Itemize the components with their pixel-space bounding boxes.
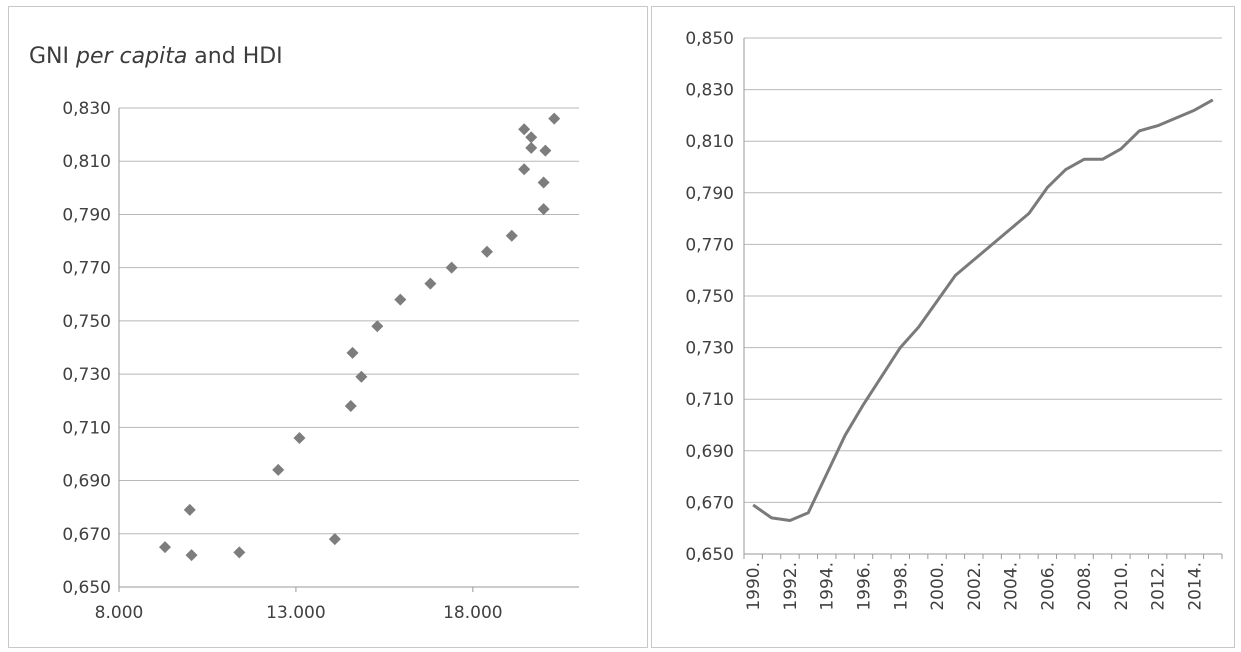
y-tick-label: 0,750: [62, 312, 111, 332]
scatter-chart: GNI per capita and HDI 0,650 0,670 0,690 0,…: [29, 44, 579, 623]
y-tick-label: 0,730: [685, 339, 734, 359]
y-tick-label: 0,670: [685, 493, 734, 513]
scatter-chart-panel: GNI per capita and HDI 0,650 0,670 0,690 0,…: [8, 6, 648, 648]
data-point: [394, 293, 407, 306]
y-tick-label: 0,830: [62, 99, 111, 119]
data-point: [537, 176, 550, 189]
data-point: [355, 370, 368, 383]
y-tick-label: 0,650: [685, 545, 734, 565]
chart-title-italic-part: per capita: [75, 44, 187, 69]
x-tick-label: 2010.: [1112, 562, 1132, 611]
y-tick-label: 0,810: [685, 132, 734, 152]
data-point: [548, 112, 561, 125]
data-point: [328, 533, 341, 546]
line-chart-panel: 0,650 0,670 0,690 0,710 0,730 0,750 0,770 0,790…: [651, 6, 1235, 648]
data-point: [518, 123, 531, 136]
x-tick-label: 1994.: [818, 562, 838, 611]
x-tick-label: 2004.: [1002, 562, 1022, 611]
x-tick-label: 8.000: [95, 603, 144, 623]
x-tick-label: 2000.: [928, 562, 948, 611]
x-tick-label: 13.000: [266, 603, 325, 623]
y-tick-label: 0,790: [62, 205, 111, 225]
y-tick-label: 0,710: [62, 418, 111, 438]
y-tick-label: 0,650: [62, 578, 111, 598]
y-tick-label: 0,830: [685, 81, 734, 101]
y-tick-label: 0,730: [62, 365, 111, 385]
data-point: [159, 541, 171, 554]
data-point: [183, 503, 196, 516]
data-point: [525, 131, 538, 144]
y-tick-label: 0,850: [685, 29, 734, 49]
chart-title-part: GNI: [29, 44, 76, 69]
data-point: [424, 277, 437, 290]
y-tick-label: 0,710: [685, 390, 734, 410]
data-point: [233, 546, 246, 559]
data-point: [344, 400, 357, 413]
data-point: [185, 549, 198, 562]
x-tick-label: 1992.: [781, 562, 801, 611]
chart-title-part: and HDI: [187, 44, 282, 69]
chart-title: GNI per capita and HDI: [29, 44, 283, 69]
y-tick-label: 0,810: [62, 152, 111, 172]
x-tick-label: 2006.: [1038, 562, 1058, 611]
y-tick-label: 0,690: [62, 472, 111, 492]
x-tick-label: 1998.: [891, 562, 911, 611]
data-point: [371, 320, 384, 333]
x-tick-label: 18.000: [443, 603, 502, 623]
x-tick-label: 2008.: [1075, 562, 1095, 611]
data-point: [293, 431, 306, 444]
x-tick-label: 2014.: [1185, 562, 1205, 611]
data-point: [518, 163, 531, 176]
y-tick-label: 0,770: [685, 235, 734, 255]
x-tick-label: 1996.: [855, 562, 875, 611]
data-point: [445, 261, 458, 274]
y-tick-label: 0,790: [685, 184, 734, 204]
data-point: [505, 229, 518, 242]
data-point: [537, 203, 550, 216]
x-tick-label: 2002.: [965, 562, 985, 611]
x-tick-label: 1990.: [744, 562, 764, 611]
data-point: [346, 346, 359, 359]
line-chart: 0,650 0,670 0,690 0,710 0,730 0,750 0,770 0,790…: [685, 29, 1223, 611]
x-tick-label: 2012.: [1149, 562, 1169, 611]
hdi-series-line: [752, 98, 1214, 522]
y-tick-label: 0,750: [685, 287, 734, 307]
data-point: [481, 245, 493, 258]
data-point: [272, 463, 285, 476]
data-point: [539, 144, 552, 157]
y-tick-label: 0,770: [62, 259, 111, 279]
y-tick-label: 0,670: [62, 525, 111, 545]
data-point: [525, 141, 538, 154]
y-tick-label: 0,690: [685, 442, 734, 462]
